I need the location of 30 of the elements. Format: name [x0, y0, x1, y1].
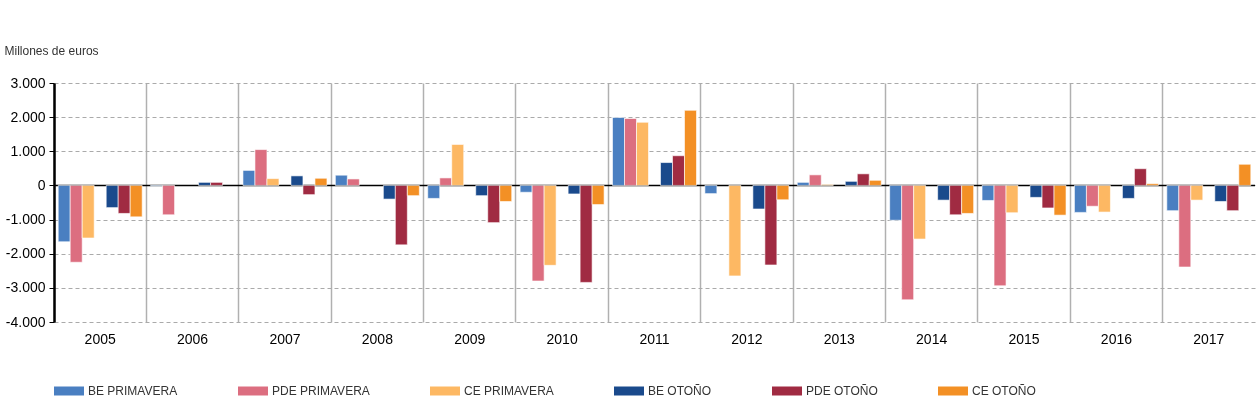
x-tick-label: 2009	[454, 330, 486, 347]
legend-label: PDE PRIMAVERA	[272, 384, 370, 398]
x-tick-label: 2005	[84, 330, 116, 347]
legend-label: BE PRIMAVERA	[88, 384, 178, 398]
legend-label: BE OTOÑO	[648, 384, 712, 398]
x-tick-label: 2017	[1193, 330, 1225, 347]
bar	[728, 184, 742, 277]
legend-label: CE OTOÑO	[972, 384, 1036, 398]
legend-label: PDE OTOÑO	[806, 384, 878, 398]
x-tick-label: 2013	[823, 330, 856, 347]
x-tick-label: 2008	[361, 330, 394, 347]
bar	[704, 184, 718, 195]
y-tick-label: -4.000	[5, 313, 46, 330]
legend-label: CE PRIMAVERA	[464, 384, 554, 398]
x-tick-label: 2014	[916, 330, 948, 347]
y-tick-label: 2.000	[10, 108, 46, 125]
y-tick-label: -1.000	[5, 211, 46, 228]
x-tick-label: 2010	[546, 330, 578, 347]
x-tick-label: 2015	[1008, 330, 1040, 347]
x-tick-label: 2016	[1100, 330, 1133, 347]
x-tick-label: 2007	[269, 330, 301, 347]
x-tick-label: 2011	[639, 330, 670, 347]
y-tick-label: 1.000	[10, 142, 46, 159]
x-tick-label: 2006	[177, 330, 209, 347]
y-tick-label: -2.000	[5, 245, 46, 262]
y-tick-label: 3.000	[10, 74, 46, 91]
y-tick-label: 0	[37, 176, 46, 193]
y-tick-label: -3.000	[5, 279, 46, 296]
y-axis-title: Millones de euros	[4, 43, 99, 58]
x-tick-label: 2012	[731, 330, 763, 347]
